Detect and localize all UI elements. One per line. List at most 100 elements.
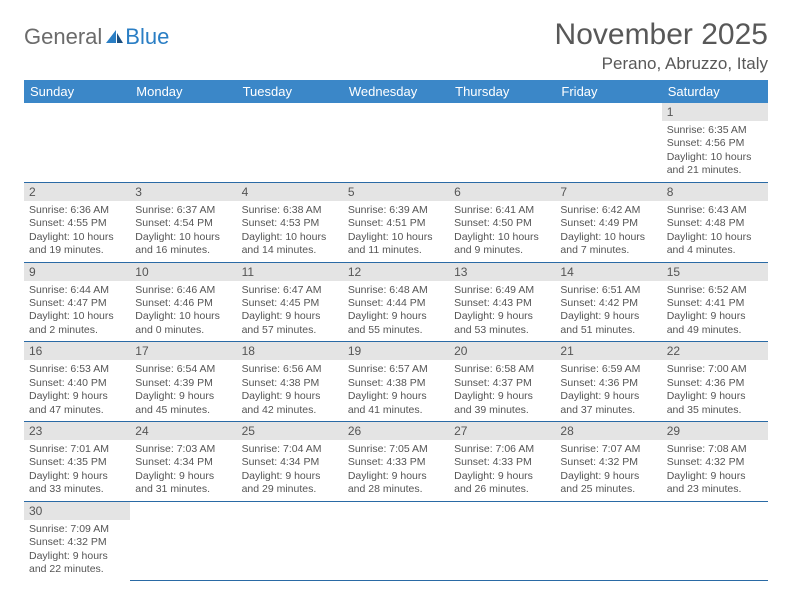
- sunrise-text: Sunrise: 7:06 AM: [454, 443, 550, 456]
- day-number: 16: [24, 342, 130, 360]
- daylight-text-2: and 25 minutes.: [560, 483, 656, 496]
- daylight-text-2: and 28 minutes.: [348, 483, 444, 496]
- sunset-text: Sunset: 4:50 PM: [454, 217, 550, 230]
- day-cell: 10Sunrise: 6:46 AMSunset: 4:46 PMDayligh…: [130, 262, 236, 342]
- daylight-text: Daylight: 10 hours: [667, 231, 763, 244]
- day-cell: 27Sunrise: 7:06 AMSunset: 4:33 PMDayligh…: [449, 422, 555, 502]
- day-details: Sunrise: 6:35 AMSunset: 4:56 PMDaylight:…: [662, 121, 768, 182]
- sunset-text: Sunset: 4:38 PM: [348, 377, 444, 390]
- daylight-text: Daylight: 10 hours: [560, 231, 656, 244]
- day-details: Sunrise: 6:39 AMSunset: 4:51 PMDaylight:…: [343, 201, 449, 262]
- daylight-text-2: and 14 minutes.: [242, 244, 338, 257]
- daylight-text: Daylight: 10 hours: [29, 310, 125, 323]
- empty-cell: [237, 103, 343, 182]
- day-cell: 20Sunrise: 6:58 AMSunset: 4:37 PMDayligh…: [449, 342, 555, 422]
- sunset-text: Sunset: 4:46 PM: [135, 297, 231, 310]
- daylight-text: Daylight: 9 hours: [242, 310, 338, 323]
- daylight-text: Daylight: 9 hours: [454, 310, 550, 323]
- day-details: Sunrise: 6:52 AMSunset: 4:41 PMDaylight:…: [662, 281, 768, 342]
- weekday-header: Saturday: [662, 80, 768, 103]
- day-details: Sunrise: 7:01 AMSunset: 4:35 PMDaylight:…: [24, 440, 130, 501]
- sunset-text: Sunset: 4:48 PM: [667, 217, 763, 230]
- day-number: 29: [662, 422, 768, 440]
- sunrise-text: Sunrise: 6:35 AM: [667, 124, 763, 137]
- day-number: 21: [555, 342, 661, 360]
- daylight-text: Daylight: 10 hours: [242, 231, 338, 244]
- daylight-text: Daylight: 9 hours: [667, 310, 763, 323]
- sunset-text: Sunset: 4:38 PM: [242, 377, 338, 390]
- sunset-text: Sunset: 4:43 PM: [454, 297, 550, 310]
- day-number: 20: [449, 342, 555, 360]
- daylight-text: Daylight: 9 hours: [135, 390, 231, 403]
- day-number: 13: [449, 263, 555, 281]
- day-cell: 17Sunrise: 6:54 AMSunset: 4:39 PMDayligh…: [130, 342, 236, 422]
- sunrise-text: Sunrise: 7:04 AM: [242, 443, 338, 456]
- empty-cell: [555, 501, 661, 580]
- day-number: 15: [662, 263, 768, 281]
- daylight-text-2: and 0 minutes.: [135, 324, 231, 337]
- day-number: 11: [237, 263, 343, 281]
- day-cell: 22Sunrise: 7:00 AMSunset: 4:36 PMDayligh…: [662, 342, 768, 422]
- daylight-text-2: and 11 minutes.: [348, 244, 444, 257]
- logo-text-1: General: [24, 24, 102, 50]
- calendar-row: 16Sunrise: 6:53 AMSunset: 4:40 PMDayligh…: [24, 342, 768, 422]
- weekday-header: Wednesday: [343, 80, 449, 103]
- day-cell: 18Sunrise: 6:56 AMSunset: 4:38 PMDayligh…: [237, 342, 343, 422]
- day-number: 3: [130, 183, 236, 201]
- sunrise-text: Sunrise: 6:53 AM: [29, 363, 125, 376]
- sunrise-text: Sunrise: 6:48 AM: [348, 284, 444, 297]
- day-number: 14: [555, 263, 661, 281]
- sunrise-text: Sunrise: 6:44 AM: [29, 284, 125, 297]
- daylight-text-2: and 4 minutes.: [667, 244, 763, 257]
- day-cell: 2Sunrise: 6:36 AMSunset: 4:55 PMDaylight…: [24, 182, 130, 262]
- day-cell: 12Sunrise: 6:48 AMSunset: 4:44 PMDayligh…: [343, 262, 449, 342]
- day-details: Sunrise: 7:08 AMSunset: 4:32 PMDaylight:…: [662, 440, 768, 501]
- daylight-text-2: and 33 minutes.: [29, 483, 125, 496]
- sunrise-text: Sunrise: 6:58 AM: [454, 363, 550, 376]
- calendar-row: 9Sunrise: 6:44 AMSunset: 4:47 PMDaylight…: [24, 262, 768, 342]
- sunrise-text: Sunrise: 6:38 AM: [242, 204, 338, 217]
- day-number: 28: [555, 422, 661, 440]
- daylight-text-2: and 45 minutes.: [135, 404, 231, 417]
- daylight-text-2: and 49 minutes.: [667, 324, 763, 337]
- empty-cell: [130, 103, 236, 182]
- day-number: 30: [24, 502, 130, 520]
- daylight-text: Daylight: 9 hours: [29, 470, 125, 483]
- daylight-text: Daylight: 9 hours: [348, 310, 444, 323]
- calendar-row: 1Sunrise: 6:35 AMSunset: 4:56 PMDaylight…: [24, 103, 768, 182]
- day-details: Sunrise: 7:06 AMSunset: 4:33 PMDaylight:…: [449, 440, 555, 501]
- daylight-text-2: and 22 minutes.: [29, 563, 125, 576]
- daylight-text-2: and 51 minutes.: [560, 324, 656, 337]
- sunset-text: Sunset: 4:39 PM: [135, 377, 231, 390]
- sunrise-text: Sunrise: 6:51 AM: [560, 284, 656, 297]
- calendar-row: 30Sunrise: 7:09 AMSunset: 4:32 PMDayligh…: [24, 501, 768, 580]
- daylight-text-2: and 23 minutes.: [667, 483, 763, 496]
- calendar-table: Sunday Monday Tuesday Wednesday Thursday…: [24, 80, 768, 581]
- daylight-text-2: and 57 minutes.: [242, 324, 338, 337]
- sunrise-text: Sunrise: 6:49 AM: [454, 284, 550, 297]
- day-cell: 25Sunrise: 7:04 AMSunset: 4:34 PMDayligh…: [237, 422, 343, 502]
- daylight-text-2: and 37 minutes.: [560, 404, 656, 417]
- sunrise-text: Sunrise: 6:36 AM: [29, 204, 125, 217]
- day-cell: 16Sunrise: 6:53 AMSunset: 4:40 PMDayligh…: [24, 342, 130, 422]
- sunset-text: Sunset: 4:37 PM: [454, 377, 550, 390]
- sunrise-text: Sunrise: 6:57 AM: [348, 363, 444, 376]
- sunset-text: Sunset: 4:51 PM: [348, 217, 444, 230]
- day-number: 27: [449, 422, 555, 440]
- day-details: Sunrise: 7:09 AMSunset: 4:32 PMDaylight:…: [24, 520, 130, 581]
- day-details: Sunrise: 6:43 AMSunset: 4:48 PMDaylight:…: [662, 201, 768, 262]
- day-details: Sunrise: 6:42 AMSunset: 4:49 PMDaylight:…: [555, 201, 661, 262]
- page-header: General Blue November 2025 Perano, Abruz…: [24, 18, 768, 74]
- empty-cell: [24, 103, 130, 182]
- sunrise-text: Sunrise: 6:41 AM: [454, 204, 550, 217]
- day-cell: 19Sunrise: 6:57 AMSunset: 4:38 PMDayligh…: [343, 342, 449, 422]
- sunset-text: Sunset: 4:34 PM: [135, 456, 231, 469]
- logo-text-2: Blue: [125, 24, 169, 50]
- daylight-text: Daylight: 10 hours: [29, 231, 125, 244]
- day-number: 10: [130, 263, 236, 281]
- daylight-text-2: and 7 minutes.: [560, 244, 656, 257]
- daylight-text: Daylight: 10 hours: [454, 231, 550, 244]
- day-cell: 28Sunrise: 7:07 AMSunset: 4:32 PMDayligh…: [555, 422, 661, 502]
- day-cell: 30Sunrise: 7:09 AMSunset: 4:32 PMDayligh…: [24, 501, 130, 580]
- daylight-text: Daylight: 10 hours: [348, 231, 444, 244]
